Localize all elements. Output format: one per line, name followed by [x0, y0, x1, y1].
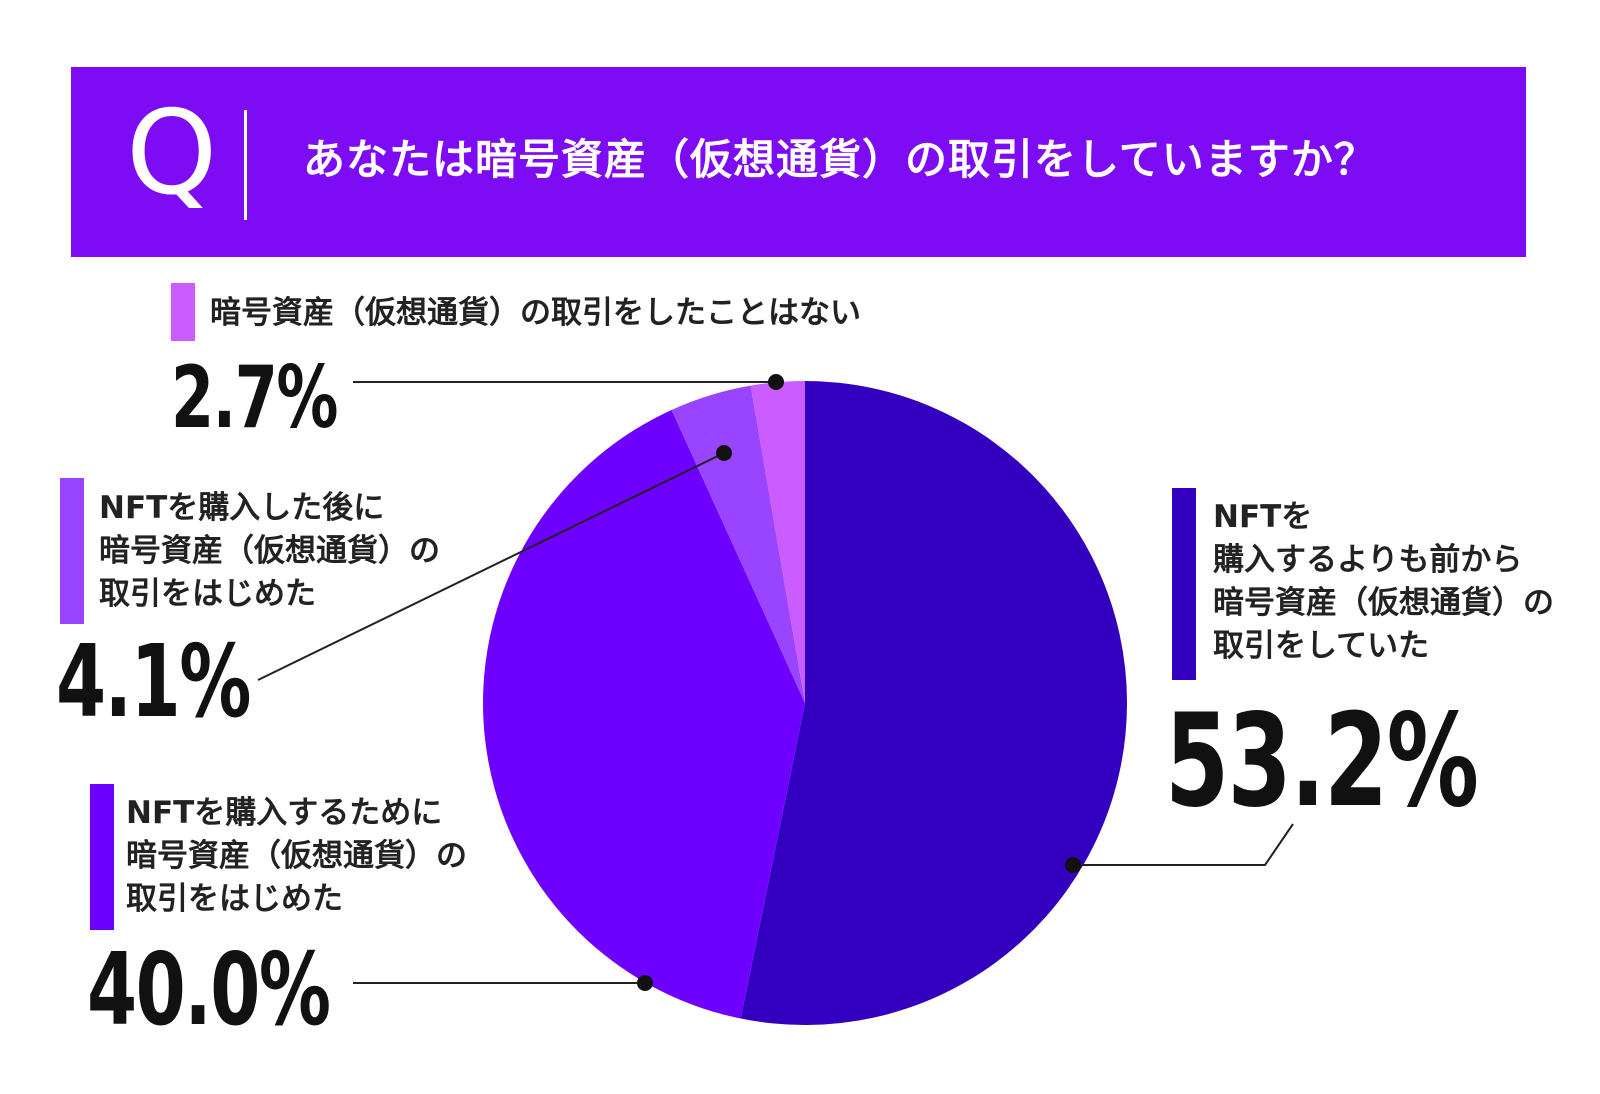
- question-banner: [71, 67, 1526, 257]
- legend-swatch-2: [171, 283, 195, 341]
- legend-swatch-40: [90, 784, 114, 930]
- leader-dot-2: [768, 374, 784, 390]
- pct-label-53: 53.2%: [1165, 687, 1479, 836]
- legend-label-2: 暗号資産（仮想通貨）の取引をしたことはない: [210, 295, 861, 331]
- leader-dot-40: [637, 975, 653, 991]
- pct-label-40: 40.0%: [87, 931, 331, 1048]
- question-text: あなたは暗号資産（仮想通貨）の取引をしていますか？: [303, 135, 1377, 184]
- pie-slices: [483, 381, 1128, 1025]
- leader-dot-53: [1065, 857, 1081, 873]
- pct-label-2: 2.7%: [171, 348, 338, 448]
- leader-lines: [257, 381, 1294, 984]
- pie-slice-0: [740, 381, 1128, 1025]
- leader-dots: [637, 374, 1081, 991]
- legend-label-53: NFTを 購入するよりも前から 暗号資産（仮想通貨）の 取引をしていた: [1213, 499, 1554, 664]
- pie-slice-3: [750, 381, 805, 703]
- pie-slice-2: [671, 385, 805, 703]
- q-divider: [244, 110, 247, 220]
- pie-slice-1: [483, 409, 805, 1019]
- legend-swatch-4: [60, 478, 84, 624]
- q-label: Q: [126, 86, 218, 221]
- legend-swatch-53: [1172, 488, 1196, 680]
- legend-label-4: NFTを購入した後に 暗号資産（仮想通貨）の 取引をはじめた: [99, 490, 440, 612]
- legend-label-40: NFTを購入するために 暗号資産（仮想通貨）の 取引をはじめた: [126, 795, 467, 917]
- leader-dot-4: [716, 445, 732, 461]
- leader-line-53: [1073, 823, 1294, 866]
- pct-label-4: 4.1%: [56, 623, 251, 740]
- leader-line-4: [257, 452, 725, 681]
